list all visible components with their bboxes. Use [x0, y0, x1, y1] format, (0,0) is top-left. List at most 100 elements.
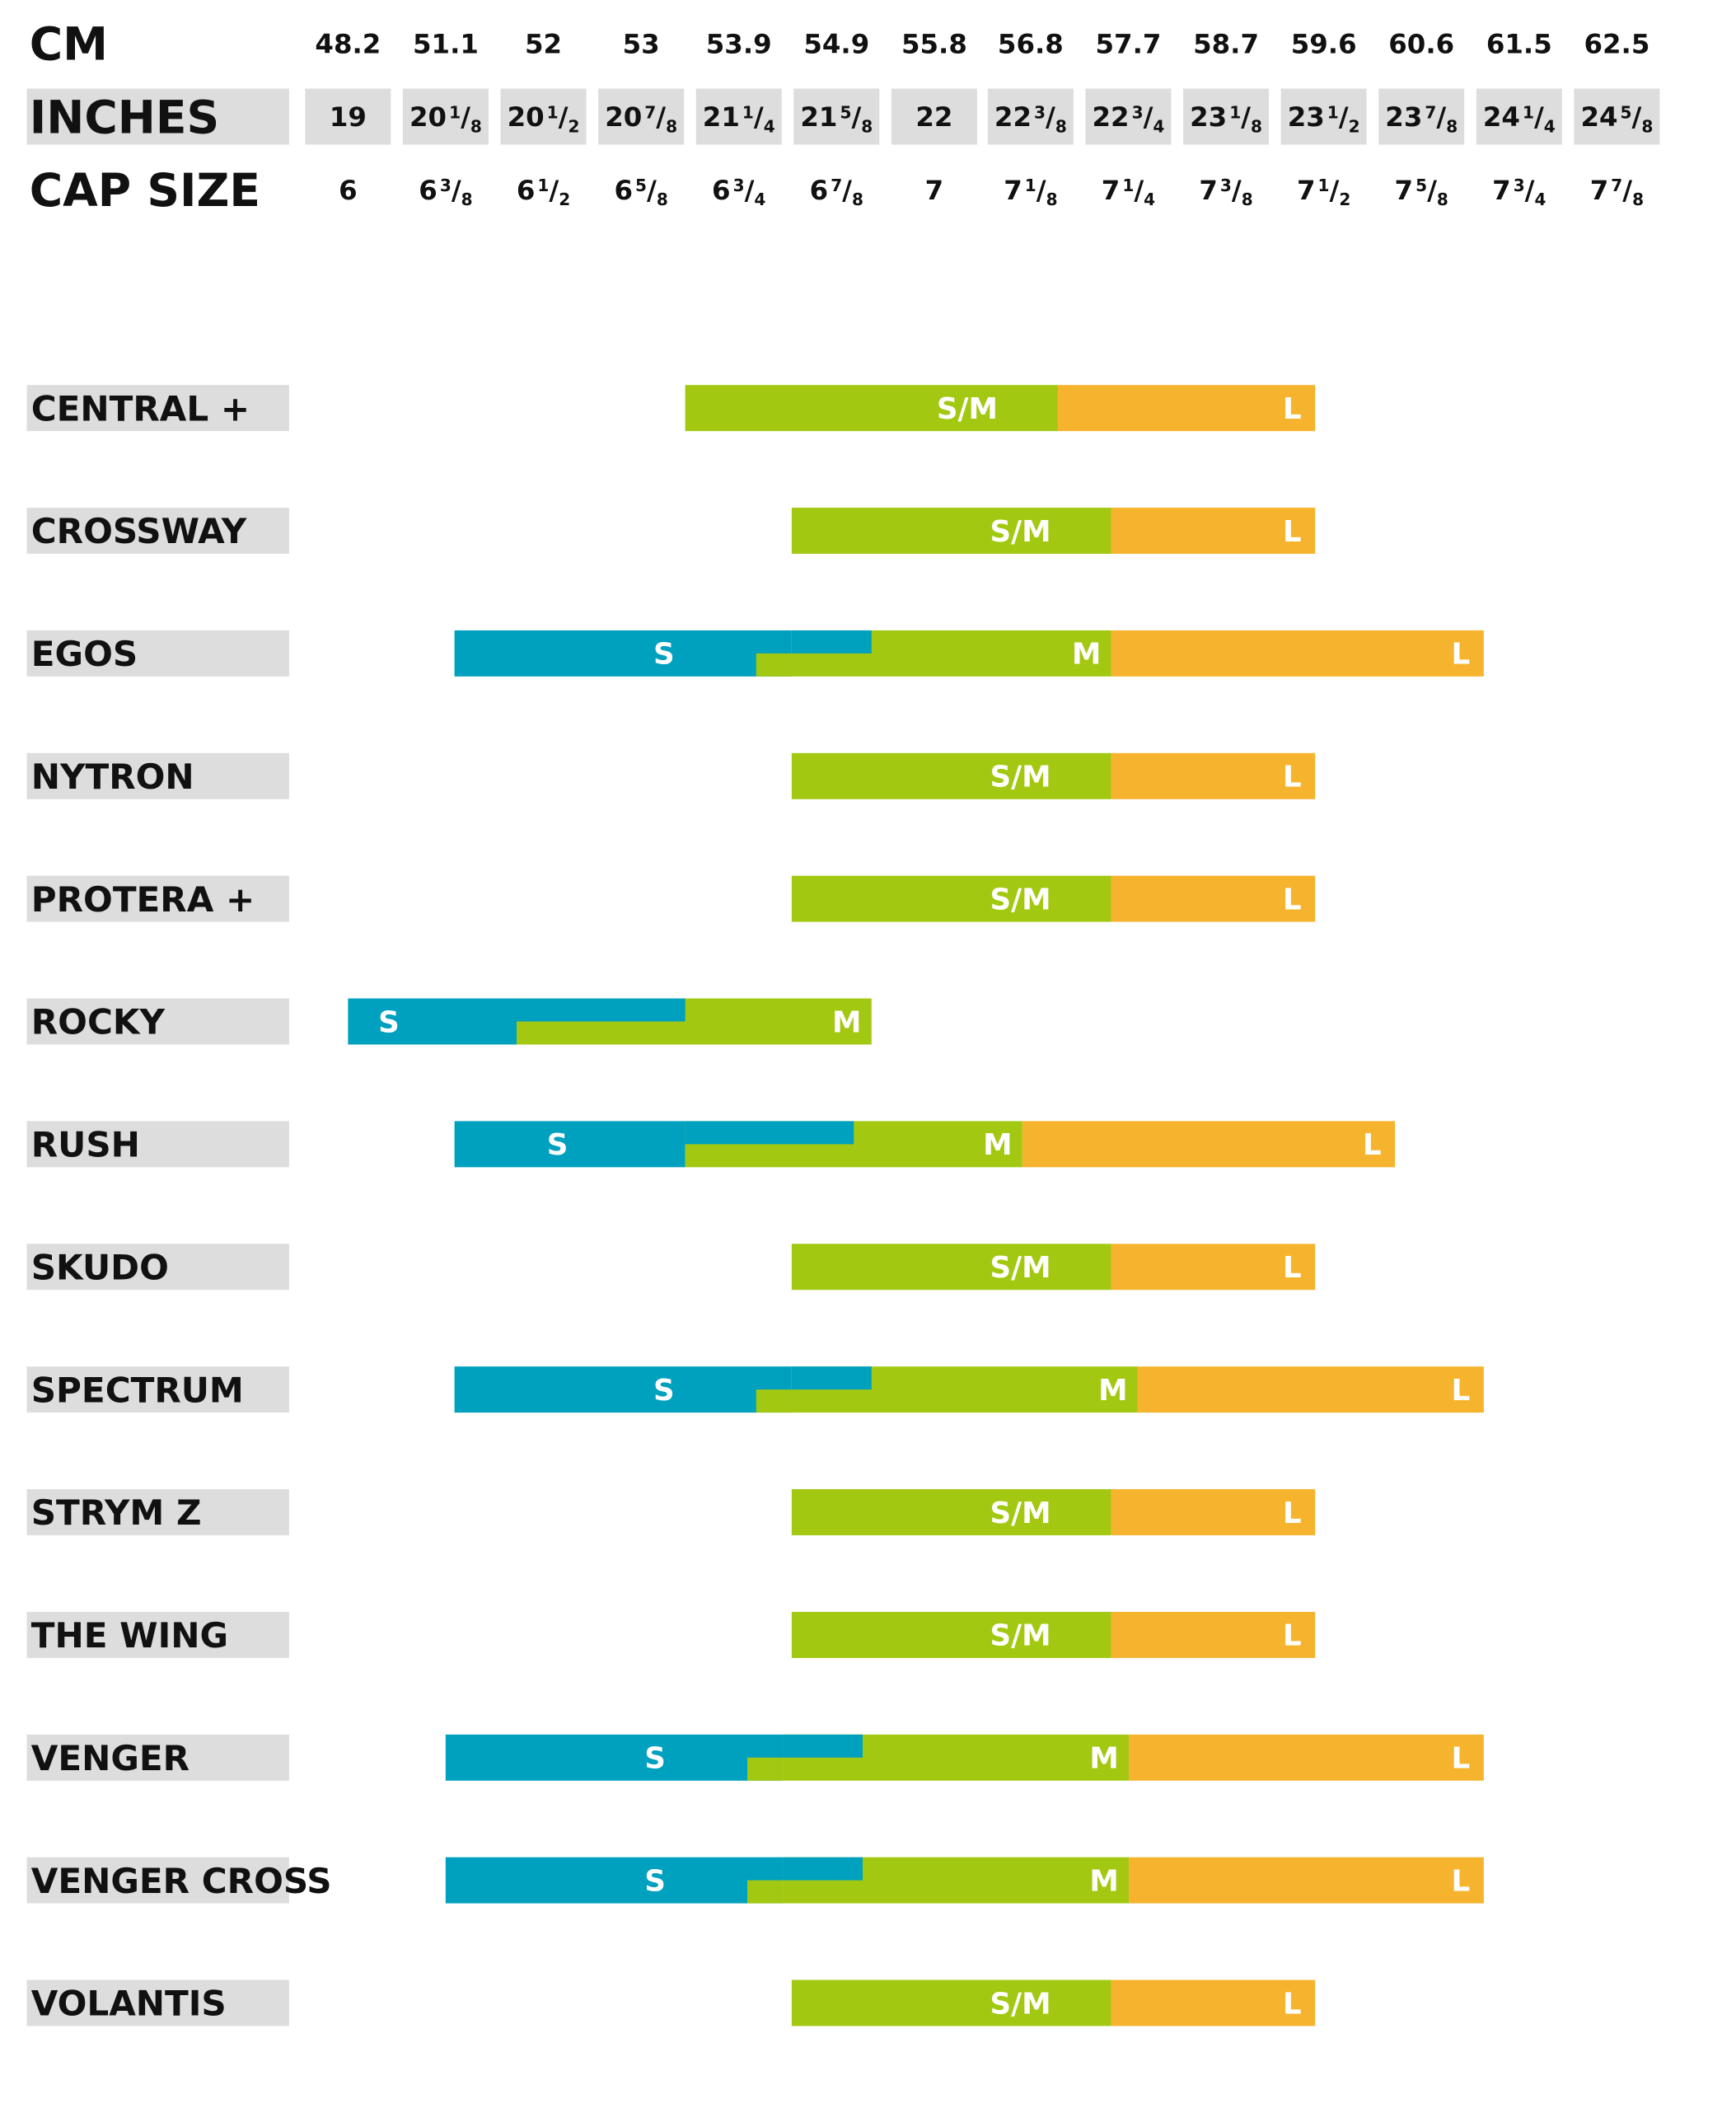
model-row: PROTERA + S/M L — [26, 875, 1316, 922]
model-label-bg — [26, 875, 289, 922]
size-label: S — [653, 1374, 675, 1408]
model-label-bg — [26, 1857, 289, 1904]
model-row: NYTRON S/M L — [26, 752, 1316, 799]
size-bar-l — [1111, 630, 1484, 677]
size-label: S — [653, 638, 675, 672]
model-row: CROSSWAY S/M L — [26, 508, 1316, 554]
header-cell: 21 5/8 — [800, 101, 873, 136]
model-label-bg — [26, 1611, 289, 1658]
header-cell: 6 7/8 — [810, 175, 863, 209]
size-label: L — [1283, 883, 1302, 916]
size-bar-s — [348, 998, 517, 1045]
size-bar-l — [1111, 508, 1316, 554]
header-cell: 23 7/8 — [1385, 101, 1458, 136]
model-label: RUSH — [31, 1125, 140, 1165]
header-cell: 6 3/4 — [712, 175, 765, 209]
size-label: S/M — [990, 1251, 1050, 1285]
header-cell: 55.8 — [901, 28, 967, 59]
header-cell: 7 1/4 — [1102, 175, 1155, 209]
size-bar-sm — [791, 752, 1111, 799]
header-cell: 23 1/8 — [1190, 101, 1262, 136]
header-cell: 56.8 — [998, 28, 1064, 59]
header-row-inches: INCHES 19 20 1/8 20 1/2 20 7/8 21 1/4 21 5/8 22 22 3/8… — [26, 88, 1660, 145]
model-row: VENGER S M L — [26, 1734, 1484, 1781]
model-row: VOLANTIS S/M L — [26, 1979, 1316, 2026]
header-row-cap-size: CAP SIZE 6 6 3/8 6 1/2 6 5/8 6 3/4 6 7/8 7 7 1/8 7 1/4 7 3… — [30, 164, 1644, 217]
size-bar-s — [454, 1366, 792, 1413]
header-cell: 7 1/8 — [1004, 175, 1057, 209]
size-label: M — [1098, 1374, 1127, 1408]
size-label: L — [1452, 1742, 1471, 1776]
model-label-bg — [26, 1489, 289, 1535]
header-cell-bg — [1574, 88, 1660, 145]
header-cell: 61.5 — [1486, 28, 1552, 59]
size-bar-sm — [685, 385, 1058, 432]
model-label-bg — [26, 1244, 289, 1291]
size-label: L — [1283, 1497, 1302, 1530]
header-cell: 6 1/2 — [517, 175, 570, 209]
header-cell: 51.1 — [413, 28, 479, 59]
model-label-bg — [26, 630, 289, 677]
size-bar-l — [1111, 1244, 1316, 1291]
size-overlap-s — [783, 1734, 863, 1758]
model-rows: CENTRAL + S/M L CROSSWAY S/M L EGOS S M L NYTRON S/… — [26, 385, 1484, 2026]
header-cell: 7 5/8 — [1395, 175, 1448, 209]
header-cell: 52 — [525, 28, 562, 59]
header-label: INCHES — [30, 91, 219, 143]
model-row: CENTRAL + S/M L — [26, 385, 1316, 432]
size-label: L — [1452, 1374, 1471, 1408]
header-cell: 7 3/4 — [1492, 175, 1546, 209]
model-row: STRYM Z S/M L — [26, 1489, 1316, 1535]
header-cell: 20 1/8 — [409, 101, 482, 136]
size-label: M — [1072, 638, 1101, 672]
size-bar-sm — [791, 1244, 1111, 1291]
header-cell-bg — [598, 88, 685, 145]
header-cell: 57.7 — [1096, 28, 1162, 59]
model-label: STRYM Z — [31, 1492, 202, 1533]
header-cell-bg — [891, 88, 977, 145]
header-cell-bg — [695, 88, 782, 145]
header-label: CAP SIZE — [30, 164, 260, 217]
size-label: S — [644, 1864, 666, 1898]
size-bar-s — [445, 1857, 784, 1904]
model-label: NYTRON — [31, 757, 194, 797]
header-cell-bg — [1476, 88, 1562, 145]
header-cell: 21 1/4 — [703, 101, 775, 136]
header-cell: 20 7/8 — [605, 101, 677, 136]
size-label: S — [378, 1005, 400, 1039]
header-cell: 23 1/2 — [1288, 101, 1360, 136]
size-bar-l — [1137, 1366, 1484, 1413]
size-bar-s — [445, 1734, 784, 1781]
size-bar-l — [1129, 1857, 1484, 1904]
model-label: VENGER CROSS — [31, 1861, 332, 1901]
size-overlap-s — [685, 1121, 854, 1145]
model-label-bg — [26, 1979, 289, 2026]
header-cell: 53.9 — [706, 28, 772, 59]
model-label-bg — [26, 1734, 289, 1781]
model-row: THE WING S/M L — [26, 1611, 1316, 1658]
model-label-bg — [26, 1366, 289, 1413]
header-cell: 6 — [339, 175, 358, 206]
size-label: S/M — [937, 392, 998, 426]
size-label: S/M — [990, 1987, 1050, 2021]
size-label: M — [1089, 1864, 1118, 1898]
size-bar-l — [1111, 1979, 1316, 2026]
header-cell-bg — [402, 88, 489, 145]
size-label: L — [1283, 515, 1302, 549]
header-cell: 54.9 — [803, 28, 869, 59]
header-cell-bg — [793, 88, 880, 145]
size-bar-l — [1129, 1734, 1484, 1781]
size-label: L — [1283, 392, 1302, 426]
model-label-bg — [26, 998, 289, 1045]
model-label: THE WING — [31, 1615, 228, 1656]
header-rows: CM 48.2 51.1 52 53 53.9 54.9 55.8 56.8 57.7 58.7 59… — [26, 17, 1660, 217]
size-label: M — [1089, 1742, 1118, 1776]
model-row: RUSH S M L — [26, 1121, 1396, 1168]
header-cell-bg — [1183, 88, 1270, 145]
size-overlap-m — [747, 1880, 784, 1904]
header-cell: 58.7 — [1193, 28, 1259, 59]
size-bar-l — [1111, 875, 1316, 922]
size-overlap-m — [756, 653, 792, 677]
size-bar-sm — [791, 1489, 1111, 1535]
